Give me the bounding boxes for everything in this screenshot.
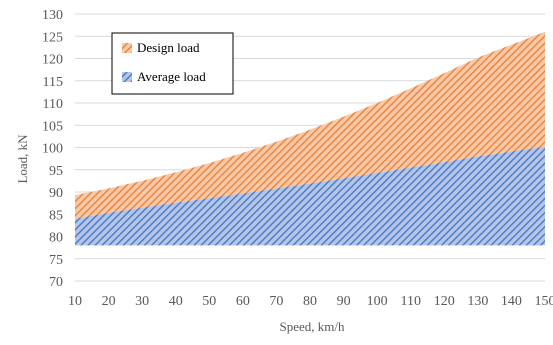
y-axis-title: Load, kN xyxy=(15,134,30,184)
legend-label-design-load: Design load xyxy=(137,40,200,55)
x-axis-ticks: 10 20 30 40 50 60 70 80 90 100 110 120 130 140 150 xyxy=(68,294,553,309)
y-tick-label: 130 xyxy=(42,8,63,23)
x-tick-label: 90 xyxy=(337,294,351,309)
x-tick-label: 40 xyxy=(169,294,183,309)
x-tick-label: 20 xyxy=(102,294,116,309)
y-tick-label: 90 xyxy=(49,186,63,201)
x-tick-label: 140 xyxy=(501,294,522,309)
x-tick-label: 60 xyxy=(236,294,250,309)
y-tick-label: 100 xyxy=(42,142,63,157)
y-tick-label: 105 xyxy=(42,119,63,134)
x-tick-label: 80 xyxy=(303,294,317,309)
x-tick-label: 150 xyxy=(535,294,553,309)
y-tick-label: 95 xyxy=(49,164,63,179)
legend: Design load Average load xyxy=(112,33,233,94)
legend-swatch-average-load xyxy=(122,72,132,82)
y-tick-label: 115 xyxy=(43,75,63,90)
y-axis-ticks: 70 75 80 85 90 95 100 105 110 115 120 125 130 xyxy=(42,8,63,290)
x-tick-label: 70 xyxy=(269,294,283,309)
y-tick-label: 120 xyxy=(42,53,63,68)
y-tick-label: 70 xyxy=(49,275,63,290)
x-tick-label: 10 xyxy=(68,294,82,309)
y-tick-label: 75 xyxy=(49,253,63,268)
y-tick-label: 125 xyxy=(42,30,63,45)
x-axis-title: Speed, km/h xyxy=(280,319,345,334)
y-tick-label: 80 xyxy=(49,231,63,246)
x-tick-label: 120 xyxy=(434,294,455,309)
legend-swatch-design-load xyxy=(122,43,132,53)
y-tick-label: 110 xyxy=(43,97,63,112)
x-tick-label: 50 xyxy=(202,294,216,309)
x-tick-label: 100 xyxy=(367,294,388,309)
x-tick-label: 130 xyxy=(467,294,488,309)
x-tick-label: 30 xyxy=(135,294,149,309)
x-tick-label: 110 xyxy=(400,294,420,309)
legend-label-average-load: Average load xyxy=(137,69,206,84)
y-tick-label: 85 xyxy=(49,208,63,223)
